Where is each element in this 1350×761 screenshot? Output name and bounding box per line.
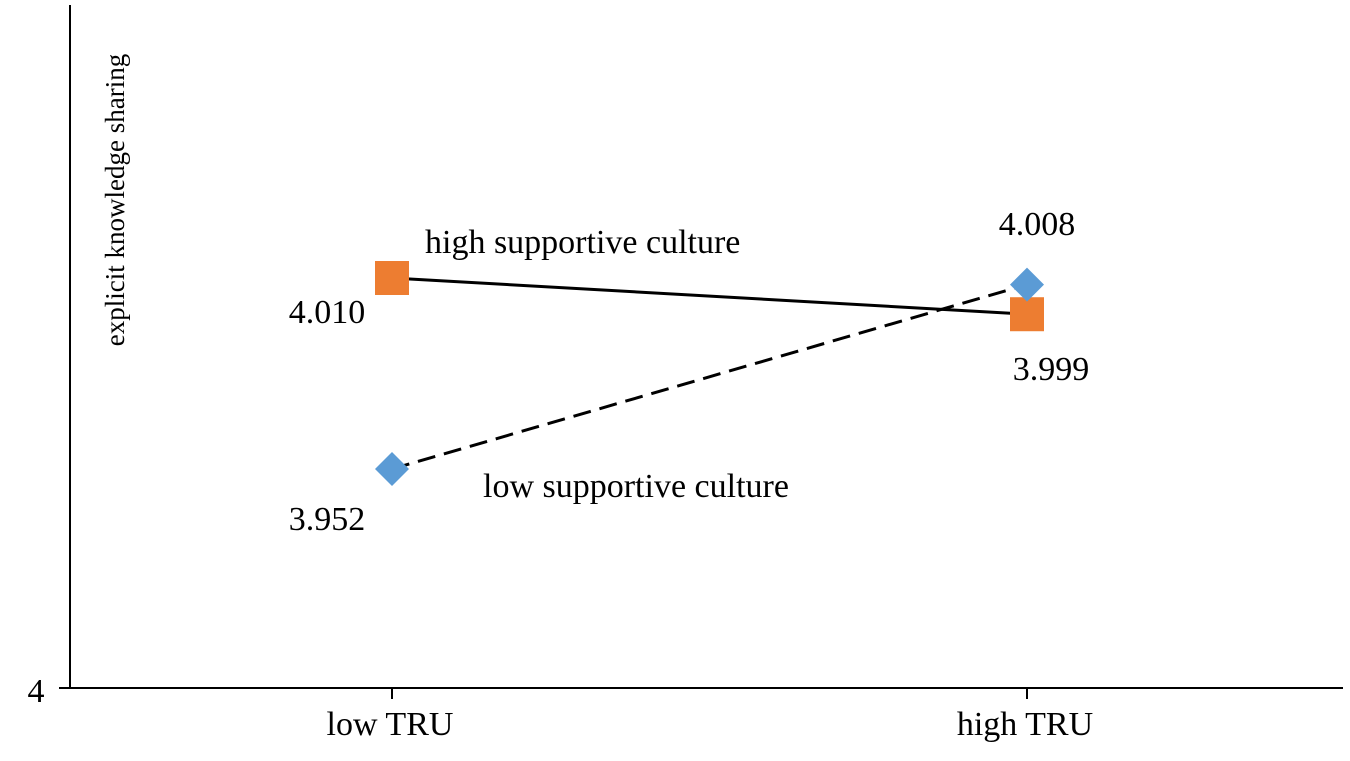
y-tick-label: 4 <box>28 673 45 710</box>
marker-low-supportive-low-tru <box>375 452 409 486</box>
data-label-high-supportive-high-tru: 3.999 <box>1013 351 1090 388</box>
series-label-high-supportive: high supportive culture <box>425 224 740 261</box>
data-label-low-supportive-high-tru: 4.008 <box>999 206 1076 243</box>
marker-high-supportive-low-tru <box>375 261 409 295</box>
x-tick-label-high: high TRU <box>957 706 1093 743</box>
series-label-low-supportive: low supportive culture <box>483 468 789 505</box>
data-label-low-supportive-low-tru: 3.952 <box>289 501 366 538</box>
y-axis-label: explicit knowledge sharing <box>100 54 130 346</box>
marker-low-supportive-high-tru <box>1010 267 1044 302</box>
data-label-high-supportive-low-tru: 4.010 <box>289 294 366 331</box>
series-line-low-supportive <box>391 283 1028 471</box>
series-line-high-supportive <box>391 276 1028 316</box>
marker-high-supportive-high-tru <box>1010 297 1044 332</box>
x-tick-label-low: low TRU <box>327 706 454 743</box>
